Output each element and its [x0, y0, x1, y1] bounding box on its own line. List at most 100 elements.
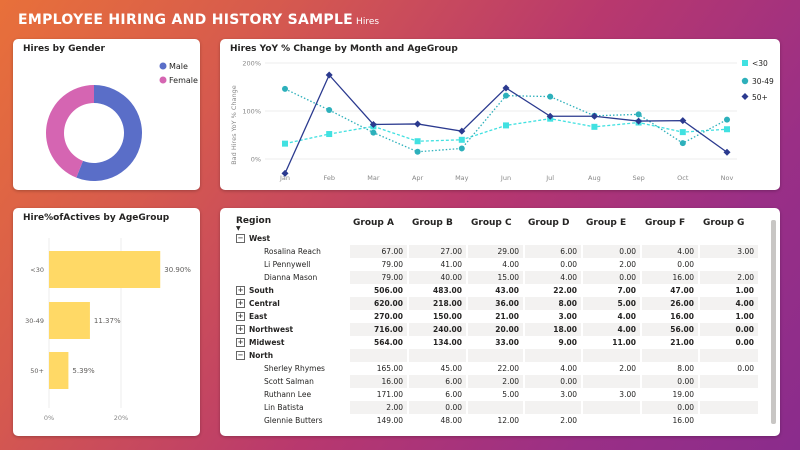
- yoy-point-30-49[interactable]: [370, 129, 377, 136]
- sort-down-icon[interactable]: ▼: [236, 224, 241, 232]
- matrix-cell: 79.00: [348, 271, 408, 284]
- matrix-group-row[interactable]: − West: [232, 232, 758, 245]
- yoy-point-30-49[interactable]: [547, 93, 554, 100]
- yoy-point-50plus[interactable]: [502, 84, 510, 92]
- yoy-x-tick-label: Jun: [500, 174, 511, 182]
- legend-male-label[interactable]: Male: [169, 62, 188, 71]
- yoy-point-50plus[interactable]: [546, 112, 554, 120]
- column-header-group-e[interactable]: Group E: [586, 218, 627, 228]
- yoy-point-50plus[interactable]: [458, 127, 466, 135]
- column-header-group-d[interactable]: Group D: [528, 218, 570, 228]
- matrix-group-row[interactable]: + East 270.00 150.00 21.00 3.00 4.00 16.00 1.00: [232, 310, 758, 323]
- yoy-point-30-49[interactable]: [503, 92, 509, 99]
- yoy-legend[interactable]: <30 30-49 50+: [741, 59, 775, 102]
- donut-slice-male[interactable]: [76, 85, 142, 181]
- yoy-point-50plus[interactable]: [369, 120, 377, 128]
- column-header-group-a[interactable]: Group A: [353, 218, 394, 228]
- matrix-detail-row[interactable]: Glennie Butters 149.00 48.00 12.00 2.00 16.00: [232, 414, 758, 427]
- bar-50plus[interactable]: [49, 352, 69, 389]
- matrix-cell: 4.00: [466, 258, 524, 271]
- hires-by-gender-card[interactable]: Hires by Gender Male Female: [13, 39, 200, 190]
- matrix-cell: 1.00: [698, 284, 758, 297]
- matrix-detail-row[interactable]: Dianna Mason 79.00 40.00 15.00 4.00 0.00 16.00…: [232, 271, 758, 284]
- matrix-group-row[interactable]: + Northwest 716.00 240.00 20.00 18.00 4.00 56.0…: [232, 323, 758, 336]
- yoy-point-30-49[interactable]: [282, 85, 288, 92]
- legend-30-49-label[interactable]: 30-49: [752, 77, 774, 86]
- yoy-point-under30[interactable]: [282, 140, 288, 147]
- matrix-group-row[interactable]: − North: [232, 349, 758, 362]
- bar-x-tick-label: 0%: [44, 414, 54, 422]
- column-header-group-b[interactable]: Group B: [412, 218, 453, 228]
- expand-icon[interactable]: +: [236, 299, 245, 309]
- legend-50plus-label[interactable]: 50+: [752, 93, 768, 102]
- column-header-region[interactable]: Region ▼: [232, 214, 349, 232]
- yoy-point-under30[interactable]: [503, 122, 509, 129]
- row-label: − North: [232, 349, 349, 362]
- yoy-point-under30[interactable]: [724, 126, 730, 133]
- collapse-icon[interactable]: −: [236, 234, 245, 244]
- yoy-point-50plus[interactable]: [679, 117, 687, 125]
- matrix-detail-row[interactable]: Scott Salman 16.00 6.00 2.00 0.00 0.00: [232, 375, 758, 388]
- yoy-point-under30[interactable]: [326, 131, 333, 138]
- bar-under30[interactable]: [49, 251, 161, 288]
- legend-female-label[interactable]: Female: [169, 76, 198, 85]
- column-header-group-f[interactable]: Group F: [645, 218, 686, 228]
- actives-bar-chart[interactable]: <30 30.90% 30-49 11.37% 50+ 5.39% 0% 20%: [13, 208, 200, 436]
- matrix-cell: 29.00: [466, 245, 524, 258]
- yoy-line-chart[interactable]: Bad Hires YoY % Change 200% 100% 0% Jan Feb M…: [220, 39, 780, 190]
- column-header-group-c[interactable]: Group C: [471, 218, 512, 228]
- bar-30-49[interactable]: [49, 302, 90, 339]
- matrix-scrollbar[interactable]: [771, 220, 776, 424]
- gender-donut-chart[interactable]: Male Female: [13, 39, 200, 190]
- matrix-cell: 2.00: [581, 362, 641, 375]
- matrix-cell: [698, 232, 758, 245]
- matrix-group-row[interactable]: + South 506.00 483.00 43.00 22.00 7.00 47.00 1.0…: [232, 284, 758, 297]
- yoy-point-50plus[interactable]: [281, 169, 289, 177]
- matrix-detail-row[interactable]: Rosalina Reach 67.00 27.00 29.00 6.00 0.00 4.0…: [232, 245, 758, 258]
- yoy-point-50plus[interactable]: [325, 71, 333, 79]
- matrix-group-row[interactable]: + Midwest 564.00 134.00 33.00 9.00 11.00 21.00 0…: [232, 336, 758, 349]
- matrix-detail-row[interactable]: Lin Batista 2.00 0.00 0.00: [232, 401, 758, 414]
- matrix-cell: 716.00: [348, 323, 408, 336]
- yoy-point-30-49[interactable]: [458, 145, 465, 152]
- matrix-cell: 3.00: [581, 388, 641, 401]
- matrix-table: Region ▼ Group A Group B Group C Group D …: [232, 214, 758, 427]
- matrix-cell: 12.00: [466, 414, 524, 427]
- collapse-icon[interactable]: −: [236, 351, 245, 361]
- yoy-point-under30[interactable]: [458, 136, 465, 143]
- expand-icon[interactable]: +: [236, 286, 245, 296]
- matrix-cell: 47.00: [640, 284, 699, 297]
- hire-pct-actives-card[interactable]: Hire%ofActives by AgeGroup <30 30.90% 30-4…: [13, 208, 200, 436]
- matrix-cell: 43.00: [466, 284, 524, 297]
- row-label-text: Sherley Rhymes: [264, 364, 325, 373]
- legend-under30-label[interactable]: <30: [752, 59, 768, 68]
- hires-yoy-card[interactable]: Hires YoY % Change by Month and AgeGroup…: [220, 39, 780, 190]
- expand-icon[interactable]: +: [236, 338, 245, 348]
- matrix-cell: 21.00: [640, 336, 699, 349]
- matrix-cell: [698, 388, 758, 401]
- expand-icon[interactable]: +: [236, 325, 245, 335]
- matrix-detail-row[interactable]: Ruthann Lee 171.00 6.00 5.00 3.00 3.00 19.00: [232, 388, 758, 401]
- matrix-detail-row[interactable]: Sherley Rhymes 165.00 45.00 22.00 4.00 2.00 8.…: [232, 362, 758, 375]
- gender-legend[interactable]: Male Female: [159, 62, 199, 85]
- matrix-detail-row[interactable]: Li Pennywell 79.00 41.00 4.00 0.00 2.00 0.00: [232, 258, 758, 271]
- yoy-x-tick-label: Sep: [632, 174, 644, 182]
- yoy-point-under30[interactable]: [591, 123, 598, 130]
- matrix-group-row[interactable]: + Central 620.00 218.00 36.00 8.00 5.00 26.00 4.…: [232, 297, 758, 310]
- yoy-point-50plus[interactable]: [723, 148, 731, 156]
- yoy-point-30-49[interactable]: [635, 111, 642, 118]
- column-header-group-g[interactable]: Group G: [703, 218, 745, 228]
- yoy-point-30-49[interactable]: [326, 107, 333, 114]
- yoy-point-50plus[interactable]: [414, 120, 422, 128]
- matrix-cell: 22.00: [466, 362, 524, 375]
- donut-slice-female[interactable]: [45, 85, 94, 178]
- yoy-point-under30[interactable]: [679, 129, 686, 136]
- yoy-point-50plus[interactable]: [590, 112, 598, 120]
- yoy-point-under30[interactable]: [414, 138, 421, 145]
- region-group-matrix[interactable]: Region ▼ Group A Group B Group C Group D …: [220, 208, 780, 436]
- yoy-point-30-49[interactable]: [679, 140, 686, 147]
- yoy-point-50plus[interactable]: [635, 117, 643, 125]
- yoy-point-30-49[interactable]: [724, 116, 730, 123]
- yoy-point-30-49[interactable]: [414, 148, 421, 155]
- expand-icon[interactable]: +: [236, 312, 245, 322]
